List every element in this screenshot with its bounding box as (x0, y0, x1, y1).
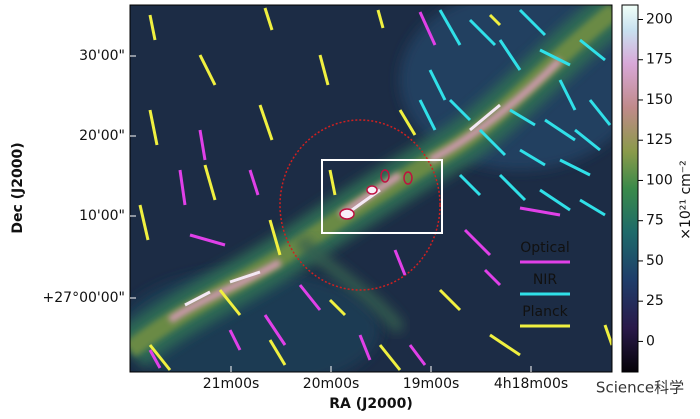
legend-label: Planck (522, 304, 568, 320)
x-tick-label: 20m00s (303, 376, 360, 392)
colorbar-label: ×10²¹ cm⁻² (678, 160, 694, 240)
x-tick-label: 19m00s (403, 376, 460, 392)
y-axis-label: Dec (J2000) (10, 142, 26, 233)
y-tick-label: 20'00" (79, 128, 125, 144)
colorbar-tick-label: 150 (646, 92, 673, 108)
colorbar (621, 4, 639, 373)
x-tick-label: 4h18m00s (494, 376, 568, 392)
legend-label: Optical (520, 240, 569, 256)
x-ticks: 21m00s 20m00s 19m00s 4h18m00s (203, 366, 568, 392)
colorbar-tick-label: 0 (646, 333, 655, 349)
colorbar-tick-label: 175 (646, 52, 673, 68)
colorbar-tick-label: 25 (646, 293, 664, 309)
x-tick-label: 21m00s (203, 376, 260, 392)
colorbar-tick-label: 75 (646, 213, 664, 229)
colorbar-tick-label: 100 (646, 172, 673, 188)
y-tick-label: 30'00" (79, 48, 125, 64)
y-tick-label: +27°00'00" (43, 290, 125, 306)
legend-label: NIR (533, 272, 558, 288)
x-axis-label: RA (J2000) (329, 396, 412, 412)
plot-frame (129, 4, 613, 373)
colorbar-ticks: 0 25 50 75 100 125 150 175 200 (638, 11, 673, 349)
watermark: Science科学 (596, 379, 684, 397)
colorbar-tick-label: 200 (646, 11, 673, 27)
legend: Optical NIR Planck (520, 240, 569, 320)
colorbar-tick-label: 50 (646, 253, 664, 269)
sky-image (130, 5, 612, 372)
colorbar-tick-label: 125 (646, 132, 673, 148)
y-tick-label: 10'00" (79, 208, 125, 224)
y-ticks: 30'00" 20'00" 10'00" +27°00'00" (43, 48, 136, 306)
